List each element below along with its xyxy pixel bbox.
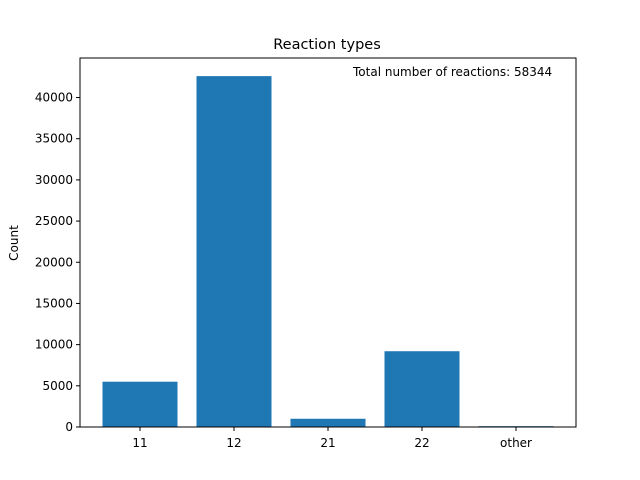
y-tick-label: 35000: [35, 132, 73, 146]
x-tick-label: 11: [132, 436, 147, 450]
x-axis-ticks: 11 12 21 22 other: [132, 427, 532, 450]
x-tick-label: 21: [320, 436, 335, 450]
y-tick-label: 20000: [35, 255, 73, 269]
y-axis-label: Count: [7, 225, 21, 261]
bar-12: [196, 76, 272, 427]
y-tick-label: 5000: [42, 379, 73, 393]
bars: [102, 76, 554, 427]
y-tick-label: 25000: [35, 214, 73, 228]
bar-22: [384, 351, 460, 427]
y-tick-label: 30000: [35, 173, 73, 187]
x-tick-label: other: [500, 436, 532, 450]
x-tick-label: 12: [226, 436, 241, 450]
bar-11: [102, 381, 178, 427]
plot-frame: [79, 57, 577, 428]
x-tick-label: 22: [414, 436, 429, 450]
y-tick-label: 10000: [35, 338, 73, 352]
bar-21: [290, 418, 366, 427]
y-tick-label: 40000: [35, 91, 73, 105]
y-tick-label: 0: [65, 420, 73, 434]
y-axis-ticks: 0 5000 10000 15000 20000 25000 30000 35000 40000: [35, 91, 80, 434]
y-tick-label: 15000: [35, 296, 73, 310]
total-annotation: Total number of reactions: 58344: [352, 65, 552, 79]
chart-title: Reaction types: [273, 37, 381, 53]
